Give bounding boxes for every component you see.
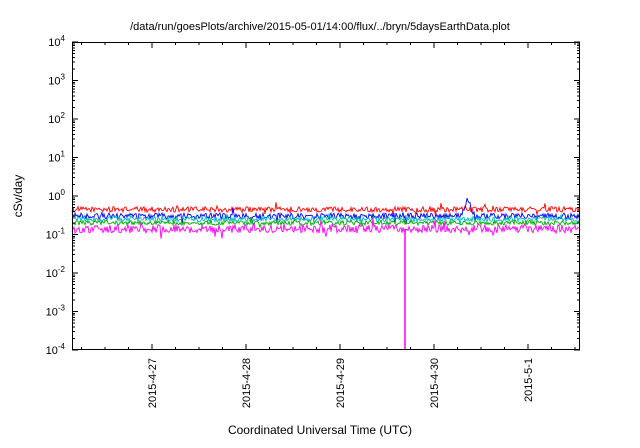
y-axis-label: cSv/day: [11, 174, 25, 218]
y-tick-label: 101: [48, 150, 65, 165]
x-axis-label: Coordinated Universal Time (UTC): [227, 423, 413, 437]
series-line-blue: [71, 197, 581, 225]
x-tick-label: 2015-4-27: [147, 358, 159, 408]
y-tick-label: 100: [48, 188, 65, 203]
y-tick-label: 10-2: [46, 265, 66, 280]
x-tick-label: 2015-4-29: [335, 358, 347, 408]
y-tick-label: 103: [48, 73, 65, 88]
chart-title: /data/run/goesPlots/archive/2015-05-01/1…: [130, 21, 510, 33]
y-tick-label: 10-1: [46, 227, 66, 242]
y-tick-label: 102: [48, 111, 65, 126]
series-line-red: [71, 202, 581, 216]
y-tick-label: 104: [48, 34, 65, 49]
y-tick-label: 10-4: [46, 342, 66, 357]
series-line-magenta: [71, 217, 581, 239]
series-line-green: [71, 217, 581, 228]
y-tick-label: 10-3: [46, 304, 66, 319]
x-tick-label: 2015-4-28: [241, 358, 253, 408]
x-tick-label: 2015-5-1: [523, 358, 535, 402]
x-tick-label: 2015-4-30: [429, 358, 441, 408]
plot-border: [72, 42, 580, 350]
